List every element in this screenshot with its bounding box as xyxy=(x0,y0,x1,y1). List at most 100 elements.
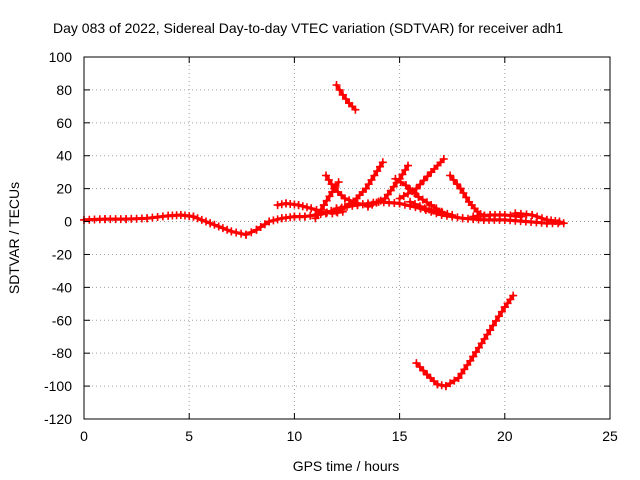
data-point-marker xyxy=(345,200,354,209)
data-point-marker xyxy=(438,208,447,217)
data-point-marker xyxy=(298,202,307,211)
data-point-marker xyxy=(559,219,568,228)
data-point-marker xyxy=(189,212,198,221)
data-point-marker xyxy=(457,369,466,378)
data-point-marker xyxy=(418,195,427,204)
data-point-marker xyxy=(335,85,344,94)
data-point-marker xyxy=(509,291,518,300)
x-tick-label: 25 xyxy=(602,428,618,444)
data-point-marker xyxy=(265,217,274,226)
data-point-marker xyxy=(528,211,537,219)
data-point-marker xyxy=(486,326,495,335)
data-point-marker xyxy=(341,95,350,103)
data-point-marker xyxy=(367,175,376,184)
x-tick-label: 0 xyxy=(80,428,88,444)
data-point-marker xyxy=(474,343,483,352)
data-point-marker xyxy=(368,200,377,209)
data-point-marker xyxy=(489,321,497,330)
data-point-marker xyxy=(322,196,331,205)
grid xyxy=(84,57,610,419)
data-point-marker xyxy=(332,81,341,89)
data-point-marker xyxy=(197,215,206,224)
data-point-marker xyxy=(433,380,442,389)
data-point-marker xyxy=(324,175,333,184)
y-tick-label: 0 xyxy=(64,214,72,230)
data-point-marker xyxy=(391,174,400,183)
series-arc-d xyxy=(332,158,387,216)
data-point-marker xyxy=(423,198,431,207)
y-tick-label: 40 xyxy=(56,148,72,164)
y-tick-label: -60 xyxy=(52,312,72,328)
data-point-marker xyxy=(206,219,215,228)
data-point-marker xyxy=(469,352,478,361)
data-point-marker xyxy=(223,225,232,234)
x-tick-label: 10 xyxy=(287,428,303,444)
data-point-marker xyxy=(416,180,425,189)
data-point-marker xyxy=(463,361,472,369)
y-tick-label: 80 xyxy=(56,82,72,98)
data-point-marker xyxy=(450,376,459,385)
data-point-marker xyxy=(533,212,542,221)
data-point-marker xyxy=(256,223,265,231)
data-point-marker xyxy=(446,171,455,180)
data-point-marker xyxy=(492,316,500,325)
data-point-marker xyxy=(472,348,480,357)
data-point-marker xyxy=(372,198,381,207)
axis-ticks: -120 -100 -80 -60 -40 -20 0 20 40 60 80 100 0 5 10 15 20… xyxy=(44,49,618,444)
data-point-marker xyxy=(427,201,436,210)
data-point-marker xyxy=(429,206,438,215)
y-tick-label: -40 xyxy=(52,279,72,295)
data-point-marker xyxy=(419,176,428,185)
data-point-marker xyxy=(425,205,434,214)
y-tick-label: -100 xyxy=(44,378,72,394)
data-point-marker xyxy=(400,200,409,209)
data-point-marker xyxy=(338,90,347,99)
series-arc-g xyxy=(395,155,448,203)
plot-frame xyxy=(83,56,611,420)
data-point-marker xyxy=(401,166,410,174)
data-point-marker xyxy=(340,194,349,203)
data-point-marker xyxy=(317,205,326,214)
data-point-marker xyxy=(237,229,246,238)
data-point-marker xyxy=(423,172,432,181)
series-negative-arc xyxy=(412,291,518,391)
x-axis-label: GPS time / hours xyxy=(293,458,400,474)
data-point-marker xyxy=(460,365,469,374)
data-point-marker xyxy=(494,312,503,321)
data-point-marker xyxy=(214,222,223,231)
data-point-marker xyxy=(232,228,241,237)
series-high-arc xyxy=(332,81,360,114)
data-point-marker xyxy=(456,184,465,193)
data-point-marker xyxy=(218,224,227,233)
y-tick-label: 100 xyxy=(49,49,73,65)
data-point-marker xyxy=(364,202,372,211)
data-point-marker xyxy=(252,225,261,234)
data-point-marker xyxy=(404,189,412,198)
data-point-marker xyxy=(364,180,373,189)
data-point-marker xyxy=(439,155,448,163)
data-point-marker xyxy=(370,171,379,180)
data-point-marker xyxy=(454,373,463,382)
data-point-marker xyxy=(376,196,385,205)
data-point-marker xyxy=(399,192,408,200)
data-point-marker xyxy=(497,307,506,316)
data-point-marker xyxy=(419,366,428,375)
data-point-marker xyxy=(437,381,446,390)
data-point-marker xyxy=(412,184,421,193)
data-point-marker xyxy=(453,180,462,189)
data-point-marker xyxy=(404,161,412,170)
data-point-marker xyxy=(311,214,320,223)
data-point-marker xyxy=(443,209,452,218)
data-point-marker xyxy=(408,187,417,196)
data-point-marker xyxy=(538,214,546,223)
chart-title: Day 083 of 2022, Sidereal Day-to-day VTE… xyxy=(53,20,563,36)
data-point-marker xyxy=(466,356,475,365)
data-point-marker xyxy=(420,204,429,213)
data-point-marker xyxy=(307,204,316,213)
y-tick-label: -120 xyxy=(44,411,72,427)
data-point-marker xyxy=(327,180,336,189)
data-point-marker xyxy=(334,178,343,187)
data-point-marker xyxy=(415,362,424,371)
